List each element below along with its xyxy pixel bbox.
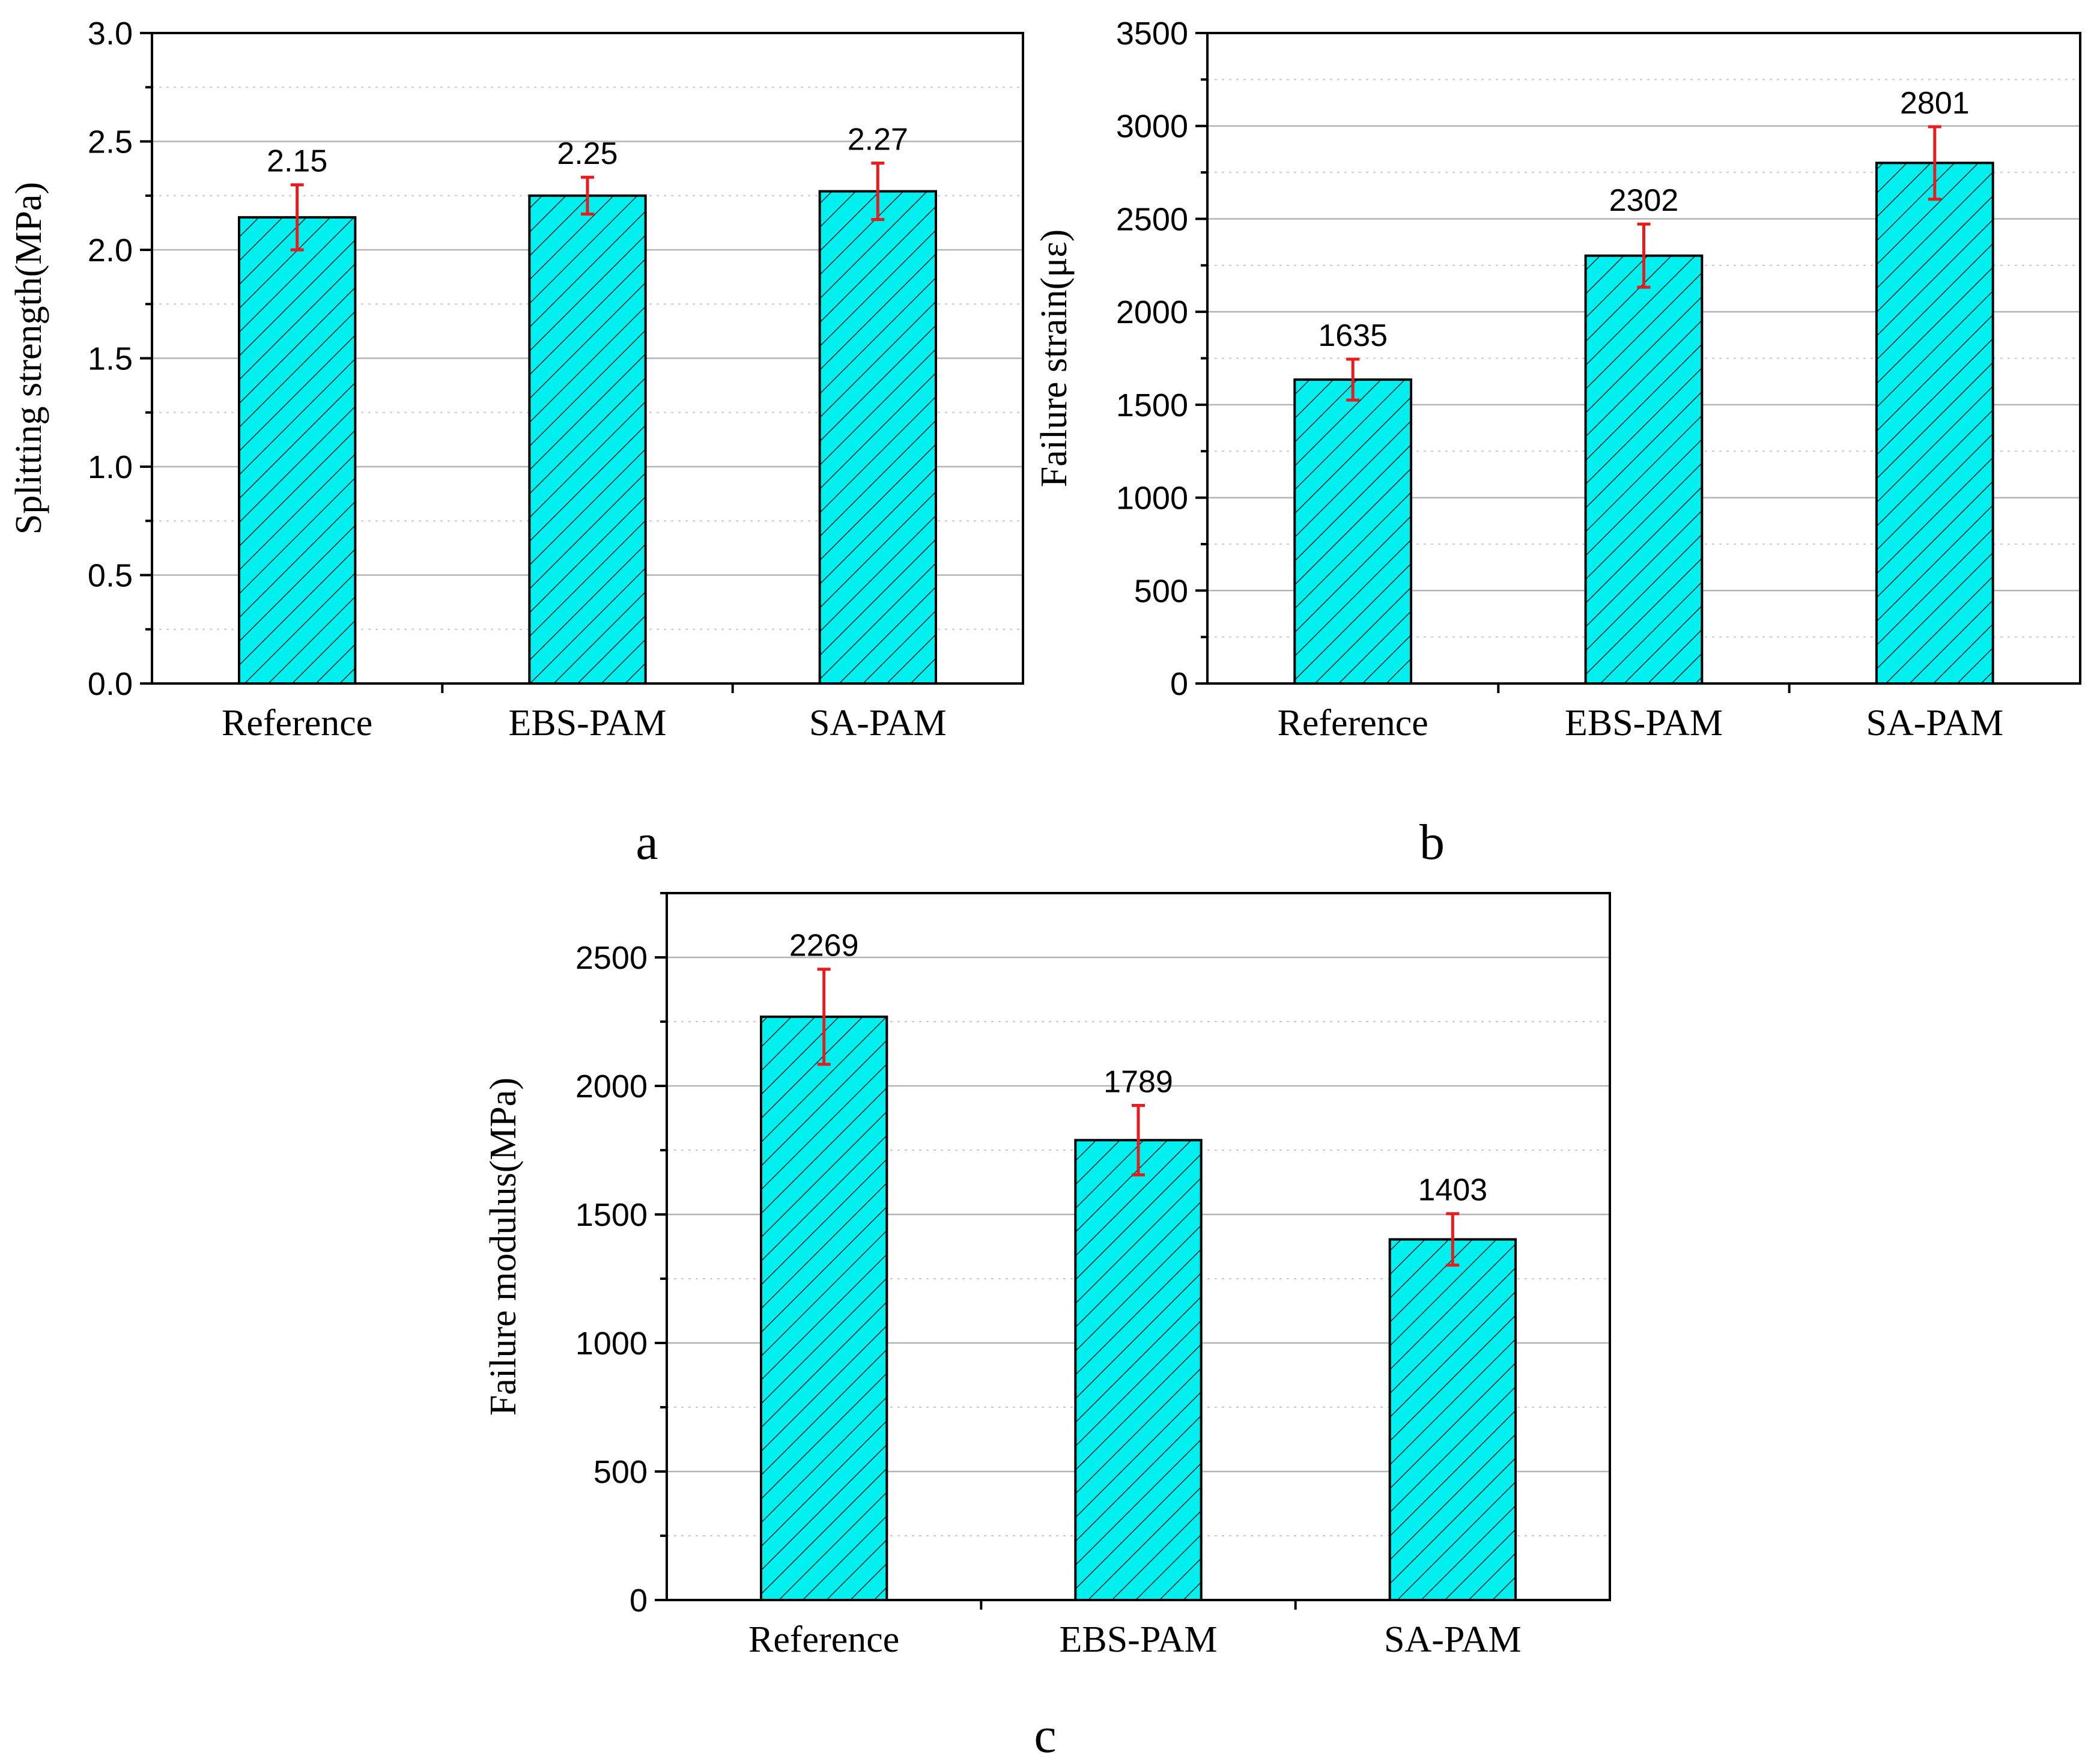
- category-label: Reference: [222, 703, 372, 744]
- bar: [238, 216, 357, 685]
- y-tick-label: 2500: [575, 940, 648, 976]
- y-tick-label: 1500: [1116, 387, 1188, 423]
- bar: [528, 194, 647, 685]
- category-label: SA-PAM: [1384, 1619, 1522, 1660]
- category-label: EBS-PAM: [1059, 1619, 1217, 1660]
- y-tick-label: 500: [593, 1454, 648, 1490]
- value-label: 1403: [1418, 1173, 1487, 1208]
- y-tick-label: 2000: [1116, 294, 1188, 330]
- y-tick-label: 2000: [575, 1068, 648, 1105]
- y-axis-title: Splitting strength(MPa): [8, 182, 49, 535]
- value-label: 2801: [1900, 86, 1970, 121]
- y-axis-title: Failure modulus(MPa): [483, 1077, 524, 1416]
- value-label: 2269: [789, 929, 859, 963]
- y-tick-label: 1.0: [88, 449, 133, 485]
- plot-frame: [666, 892, 1611, 1601]
- value-label: 2.27: [848, 123, 908, 157]
- bar: [818, 190, 937, 685]
- y-tick-label: 0: [630, 1583, 648, 1619]
- y-tick-label: 0: [1170, 666, 1188, 702]
- value-label: 1635: [1318, 318, 1388, 353]
- bar: [1875, 162, 1994, 685]
- value-label: 1789: [1103, 1065, 1173, 1100]
- y-tick-label: 3000: [1116, 109, 1188, 145]
- chart-panel-a: 2.15 Reference 2.25 EBS-PAM 2.27 SA-PAM 0.0 0.5…: [8, 16, 1024, 870]
- y-tick-label: 2.0: [88, 232, 133, 268]
- y-tick-label: 1000: [575, 1326, 648, 1362]
- bar: [1074, 1139, 1203, 1601]
- panel-label: c: [1034, 1708, 1056, 1763]
- chart-panel-b: 1635 Reference 2302 EBS-PAM 2801 SA-PAM 0 500 10…: [1034, 16, 2081, 870]
- value-label: 2.25: [557, 136, 618, 171]
- y-tick-label: 2.5: [88, 124, 133, 160]
- y-tick-label: 1500: [575, 1197, 648, 1233]
- bar: [1584, 254, 1704, 685]
- y-tick-label: 3.0: [88, 16, 133, 52]
- y-tick-label: 0.0: [88, 666, 133, 702]
- category-label: SA-PAM: [1866, 703, 2004, 744]
- y-tick-label: 500: [1134, 573, 1188, 609]
- y-tick-label: 0.5: [88, 558, 133, 594]
- category-label: EBS-PAM: [508, 703, 666, 744]
- value-label: 2.15: [267, 144, 327, 179]
- panel-label: a: [636, 814, 658, 870]
- y-tick-label: 3500: [1116, 16, 1188, 52]
- value-label: 2302: [1609, 183, 1679, 218]
- bar: [760, 1015, 888, 1602]
- panel-label: b: [1419, 814, 1445, 870]
- y-axis-title: Failure strain(με): [1034, 229, 1075, 487]
- bar: [1388, 1238, 1517, 1602]
- y-tick-label: 1000: [1116, 480, 1188, 517]
- y-tick-label: 1.5: [88, 341, 133, 377]
- y-tick-label: 2500: [1116, 201, 1188, 237]
- category-label: Reference: [748, 1619, 899, 1660]
- category-label: SA-PAM: [809, 703, 947, 744]
- category-label: EBS-PAM: [1565, 703, 1723, 744]
- charts-layer: 2.15 Reference 2.25 EBS-PAM 2.27 SA-PAM 0.0 0.5…: [8, 16, 2081, 1763]
- category-label: Reference: [1278, 703, 1428, 744]
- chart-panel-c: 2269 Reference 1789 EBS-PAM 1403 SA-PAM 0 500 10…: [483, 892, 1611, 1763]
- bar: [1293, 378, 1413, 685]
